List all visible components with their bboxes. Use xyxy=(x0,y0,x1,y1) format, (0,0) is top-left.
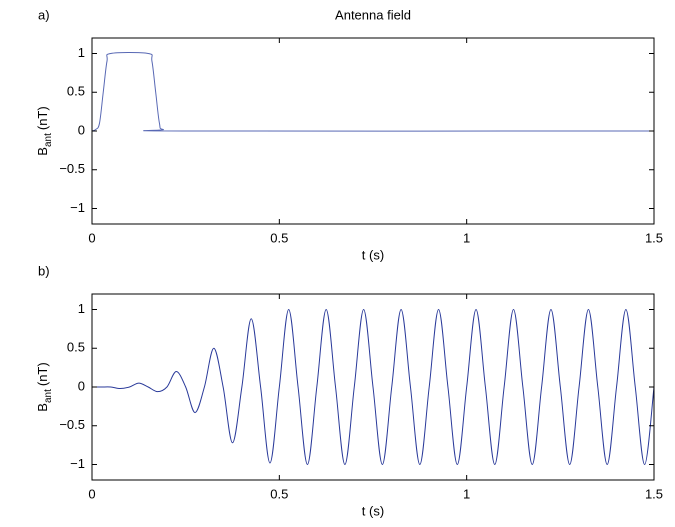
y-label-symbol: B xyxy=(35,147,50,156)
panel-label: a) xyxy=(38,7,50,22)
x-tick-label: 1.5 xyxy=(645,230,663,245)
chart-title: Antenna field xyxy=(335,7,411,22)
y-tick-label: 1 xyxy=(78,45,85,60)
data-line xyxy=(91,52,655,132)
y-tick-label: 0.5 xyxy=(67,340,85,355)
x-tick-label: 0.5 xyxy=(270,230,288,245)
y-tick-label: −1 xyxy=(70,456,85,471)
x-tick-label: 1.5 xyxy=(645,486,663,501)
y-tick-label: −0.5 xyxy=(59,161,85,176)
data-line xyxy=(91,308,655,466)
y-tick-label: 0.5 xyxy=(67,84,85,99)
y-tick-label: −0.5 xyxy=(59,417,85,432)
panel-label: b) xyxy=(38,263,50,278)
y-label-subscript: ant xyxy=(43,389,54,403)
y-label-symbol: B xyxy=(35,403,50,412)
x-tick-label: 1 xyxy=(463,230,470,245)
x-tick-label: 0 xyxy=(88,230,95,245)
x-axis-label: t (s) xyxy=(362,247,384,262)
y-label-unit: (nT) xyxy=(35,106,50,130)
x-axis-label: t (s) xyxy=(362,503,384,518)
x-tick-label: 1 xyxy=(463,486,470,501)
y-tick-label: 0 xyxy=(78,122,85,137)
y-label-subscript: ant xyxy=(43,133,54,147)
y-label-unit: (nT) xyxy=(35,362,50,386)
x-tick-label: 0 xyxy=(88,486,95,501)
y-tick-label: 0 xyxy=(78,378,85,393)
y-tick-label: −1 xyxy=(70,200,85,215)
y-tick-label: 1 xyxy=(78,301,85,316)
y-axis-label: Bant (nT) xyxy=(35,106,53,155)
x-tick-label: 0.5 xyxy=(270,486,288,501)
y-axis-label: Bant (nT) xyxy=(35,362,53,411)
